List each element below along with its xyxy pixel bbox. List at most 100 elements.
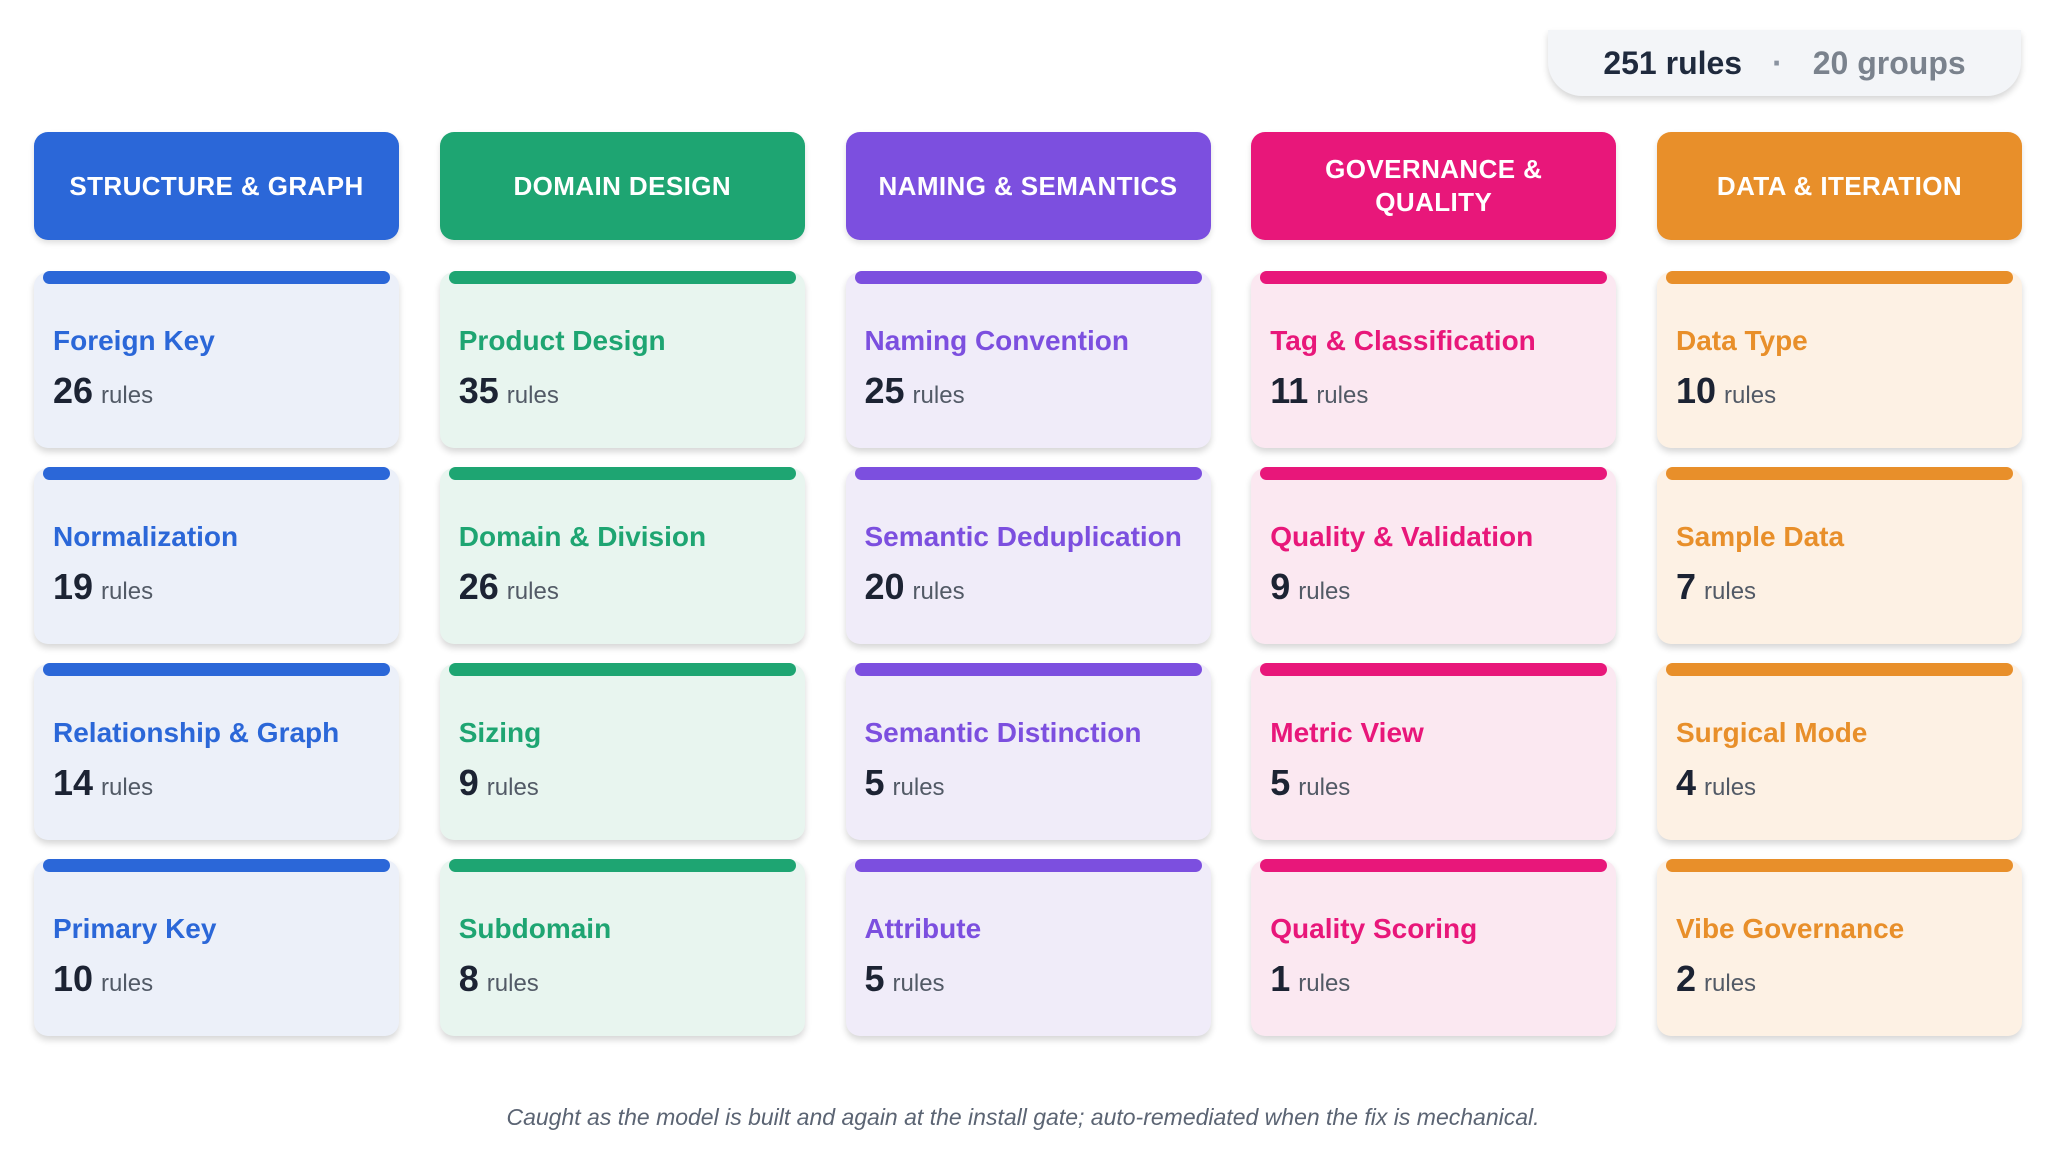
rule-group-card: Vibe Governance 2 rules bbox=[1657, 859, 2022, 1036]
rule-group-card: Sizing 9 rules bbox=[439, 663, 805, 840]
rule-count-line: 26 rules bbox=[459, 566, 559, 608]
rule-count: 9 bbox=[458, 762, 479, 803]
rule-group-card: Sample Data 7 rules bbox=[1657, 467, 2022, 644]
card-accent-bar bbox=[1260, 663, 1608, 676]
rule-group-card: Data Type 10 rules bbox=[1657, 271, 2022, 448]
card-accent-bar bbox=[448, 467, 796, 480]
category-column: NAMING & SEMANTICS Naming Convention 25 rul… bbox=[845, 132, 1211, 1036]
rule-count-unit: rules bbox=[506, 578, 559, 605]
rule-group-name: Primary Key bbox=[53, 913, 217, 944]
rule-group-name: Relationship & Graph bbox=[53, 717, 340, 748]
rule-count-line: 10 rules bbox=[53, 958, 153, 1000]
summary-pill: 251 rules · 20 groups bbox=[1548, 30, 2021, 96]
rule-count: 2 bbox=[1676, 958, 1697, 999]
rule-group-name: Product Design bbox=[458, 325, 666, 356]
rule-group-card: Attribute 5 rules bbox=[845, 859, 1211, 1036]
rule-count-unit: rules bbox=[1298, 578, 1351, 605]
category-header: DATA & ITERATION bbox=[1657, 132, 2022, 240]
rule-group-card: Naming Convention 25 rules bbox=[845, 271, 1211, 448]
rule-group-name: Semantic Distinction bbox=[864, 717, 1142, 748]
rule-count-unit: rules bbox=[1704, 578, 1757, 605]
rule-count-line: 19 rules bbox=[53, 566, 153, 608]
category-header: DOMAIN DESIGN bbox=[439, 132, 805, 240]
rule-group-name: Data Type bbox=[1676, 325, 1808, 356]
rule-group-name: Sample Data bbox=[1676, 521, 1845, 552]
rule-count-unit: rules bbox=[101, 382, 154, 409]
rule-count: 8 bbox=[458, 958, 479, 999]
rule-count: 10 bbox=[53, 958, 94, 999]
card-accent-bar bbox=[1260, 467, 1608, 480]
rule-count: 35 bbox=[458, 370, 499, 411]
card-accent-bar bbox=[43, 467, 390, 480]
rule-count-line: 5 rules bbox=[865, 958, 945, 1000]
category-header: STRUCTURE & GRAPH bbox=[34, 132, 399, 240]
rule-group-name: Tag & Classification bbox=[1270, 325, 1536, 356]
card-accent-bar bbox=[43, 859, 390, 872]
card-accent-bar bbox=[448, 271, 796, 284]
rule-group-card: Relationship & Graph 14 rules bbox=[34, 663, 399, 840]
rule-count: 7 bbox=[1676, 566, 1697, 607]
rule-group-name: Naming Convention bbox=[864, 325, 1129, 356]
card-accent-bar bbox=[43, 271, 390, 284]
rule-count: 19 bbox=[53, 566, 94, 607]
rule-count-line: 10 rules bbox=[1676, 370, 1776, 412]
rule-group-card: Primary Key 10 rules bbox=[34, 859, 399, 1036]
rule-group-name: Subdomain bbox=[458, 913, 612, 944]
rule-count-unit: rules bbox=[1298, 970, 1351, 997]
card-accent-bar bbox=[854, 271, 1202, 284]
rule-count-unit: rules bbox=[912, 382, 965, 409]
rule-group-card: Quality Scoring 1 rules bbox=[1251, 859, 1617, 1036]
rule-count-line: 7 rules bbox=[1676, 566, 1756, 608]
rule-count-unit: rules bbox=[892, 970, 945, 997]
rule-count-unit: rules bbox=[101, 970, 154, 997]
rule-group-card: Product Design 35 rules bbox=[439, 271, 805, 448]
card-accent-bar bbox=[1666, 271, 2013, 284]
rule-count-line: 35 rules bbox=[459, 370, 559, 412]
rule-count-line: 8 rules bbox=[459, 958, 539, 1000]
card-accent-bar bbox=[854, 467, 1202, 480]
rule-group-card: Normalization 19 rules bbox=[34, 467, 399, 644]
category-column: DOMAIN DESIGN Product Design 35 rules Domain… bbox=[439, 132, 805, 1036]
rule-group-card: Metric View 5 rules bbox=[1251, 663, 1617, 840]
rule-group-card: Quality & Validation 9 rules bbox=[1251, 467, 1617, 644]
total-groups-count: 20 groups bbox=[1812, 44, 1966, 81]
card-accent-bar bbox=[43, 663, 390, 676]
rule-count-unit: rules bbox=[101, 774, 154, 801]
card-accent-bar bbox=[1666, 663, 2013, 676]
rule-count-line: 5 rules bbox=[1270, 762, 1350, 804]
rule-group-card: Domain & Division 26 rules bbox=[439, 467, 805, 644]
rule-group-card: Subdomain 8 rules bbox=[439, 859, 805, 1036]
card-accent-bar bbox=[448, 859, 796, 872]
rule-count: 26 bbox=[53, 370, 94, 411]
category-column: DATA & ITERATION Data Type 10 rules Sample D… bbox=[1657, 132, 2022, 1036]
card-accent-bar bbox=[448, 663, 796, 676]
rule-count-unit: rules bbox=[486, 774, 539, 801]
rule-count: 26 bbox=[458, 566, 499, 607]
rule-count-unit: rules bbox=[912, 578, 965, 605]
rule-group-name: Normalization bbox=[53, 521, 239, 552]
rule-count: 5 bbox=[864, 958, 885, 999]
rule-group-name: Attribute bbox=[864, 913, 982, 944]
rule-count-unit: rules bbox=[506, 382, 559, 409]
rule-count-line: 2 rules bbox=[1676, 958, 1756, 1000]
total-rules-count: 251 rules bbox=[1603, 44, 1743, 81]
rule-group-name: Metric View bbox=[1270, 717, 1424, 748]
rule-count-line: 14 rules bbox=[53, 762, 153, 804]
category-header: NAMING & SEMANTICS bbox=[845, 132, 1211, 240]
rule-group-name: Vibe Governance bbox=[1676, 913, 1905, 944]
rule-count-line: 1 rules bbox=[1270, 958, 1350, 1000]
rule-group-name: Surgical Mode bbox=[1676, 717, 1868, 748]
rule-group-card: Foreign Key 26 rules bbox=[34, 271, 399, 448]
category-header: GOVERNANCE & QUALITY bbox=[1251, 132, 1617, 240]
card-accent-bar bbox=[854, 663, 1202, 676]
rule-count-unit: rules bbox=[486, 970, 539, 997]
rule-count: 5 bbox=[1270, 762, 1291, 803]
rule-count-line: 5 rules bbox=[865, 762, 945, 804]
rule-count: 14 bbox=[53, 762, 94, 803]
category-column: STRUCTURE & GRAPH Foreign Key 26 rules Norma… bbox=[34, 132, 399, 1036]
rule-count: 5 bbox=[864, 762, 885, 803]
rule-group-name: Sizing bbox=[458, 717, 542, 748]
card-accent-bar bbox=[1666, 467, 2013, 480]
rule-group-name: Foreign Key bbox=[53, 325, 215, 356]
